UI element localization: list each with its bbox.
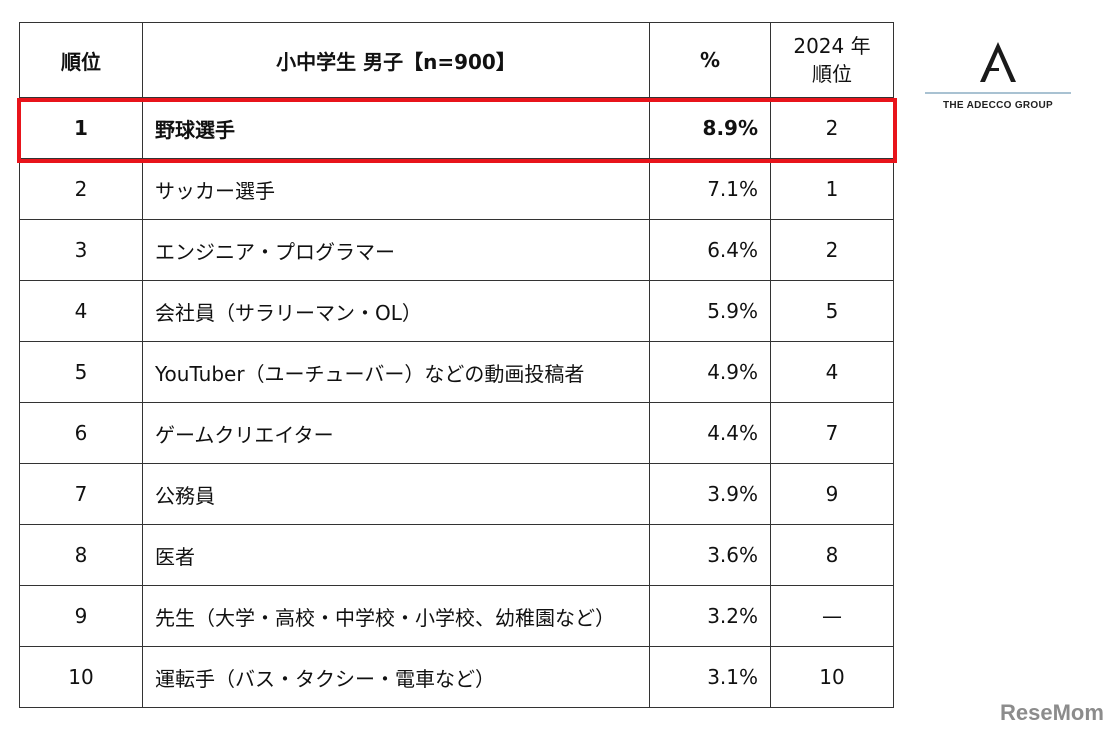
rank-cell: 1 — [19, 97, 143, 159]
prev-rank-cell: 9 — [770, 463, 894, 525]
percent-cell: 6.4% — [649, 219, 771, 281]
adecco-logo: THE ADECCO GROUP — [925, 40, 1071, 115]
table-row: 8 医者 3.6% 8 — [19, 524, 894, 586]
occupation-cell: 野球選手 — [142, 97, 650, 159]
header-rank: 順位 — [19, 22, 143, 98]
percent-cell: 5.9% — [649, 280, 771, 342]
occupation-cell: 公務員 — [142, 463, 650, 525]
prev-rank-cell: 1 — [770, 158, 894, 220]
table-row: 6 ゲームクリエイター 4.4% 7 — [19, 402, 894, 464]
table-row: 4 会社員（サラリーマン・OL） 5.9% 5 — [19, 280, 894, 342]
rank-cell: 3 — [19, 219, 143, 281]
occupation-cell: 先生（大学・高校・中学校・小学校、幼稚園など） — [142, 585, 650, 647]
rank-cell: 5 — [19, 341, 143, 403]
occupation-cell: サッカー選手 — [142, 158, 650, 220]
occupation-cell: エンジニア・プログラマー — [142, 219, 650, 281]
table-row: 7 公務員 3.9% 9 — [19, 463, 894, 525]
table-row: 9 先生（大学・高校・中学校・小学校、幼稚園など） 3.2% — — [19, 585, 894, 647]
ranking-table: 順位 小中学生 男子【n=900】 % 2024 年 順位 1 野球選手 8.9… — [19, 22, 894, 708]
rank-cell: 2 — [19, 158, 143, 220]
prev-rank-cell: 10 — [770, 646, 894, 708]
percent-cell: 7.1% — [649, 158, 771, 220]
rank-cell: 4 — [19, 280, 143, 342]
table-row: 5 YouTuber（ユーチューバー）などの動画投稿者 4.9% 4 — [19, 341, 894, 403]
table-row: 2 サッカー選手 7.1% 1 — [19, 158, 894, 220]
prev-rank-cell: 7 — [770, 402, 894, 464]
header-prev-rank: 2024 年 順位 — [770, 22, 894, 98]
rank-cell: 6 — [19, 402, 143, 464]
rank-cell: 9 — [19, 585, 143, 647]
occupation-cell: 会社員（サラリーマン・OL） — [142, 280, 650, 342]
occupation-cell: 運転手（バス・タクシー・電車など） — [142, 646, 650, 708]
percent-cell: 3.9% — [649, 463, 771, 525]
table-row: 3 エンジニア・プログラマー 6.4% 2 — [19, 219, 894, 281]
header-percent: % — [649, 22, 771, 98]
occupation-cell: YouTuber（ユーチューバー）などの動画投稿者 — [142, 341, 650, 403]
table-header-row: 順位 小中学生 男子【n=900】 % 2024 年 順位 — [19, 22, 894, 98]
table-row: 1 野球選手 8.9% 2 — [19, 97, 894, 159]
occupation-cell: ゲームクリエイター — [142, 402, 650, 464]
adecco-a-logo-icon — [980, 42, 1016, 82]
percent-cell: 8.9% — [649, 97, 771, 159]
logo-underline — [925, 92, 1071, 94]
prev-rank-cell: 4 — [770, 341, 894, 403]
prev-rank-cell: — — [770, 585, 894, 647]
header-category: 小中学生 男子【n=900】 — [142, 22, 650, 98]
header-prev-year: 2024 年 — [793, 34, 871, 58]
percent-cell: 4.9% — [649, 341, 771, 403]
rank-cell: 8 — [19, 524, 143, 586]
table-row: 10 運転手（バス・タクシー・電車など） 3.1% 10 — [19, 646, 894, 708]
prev-rank-cell: 8 — [770, 524, 894, 586]
logo-text: THE ADECCO GROUP — [943, 100, 1053, 111]
percent-cell: 4.4% — [649, 402, 771, 464]
prev-rank-cell: 2 — [770, 97, 894, 159]
percent-cell: 3.6% — [649, 524, 771, 586]
resemom-watermark: ReseMom — [1000, 700, 1104, 725]
percent-cell: 3.1% — [649, 646, 771, 708]
occupation-cell: 医者 — [142, 524, 650, 586]
prev-rank-cell: 2 — [770, 219, 894, 281]
percent-cell: 3.2% — [649, 585, 771, 647]
header-prev-label: 順位 — [812, 62, 852, 86]
rank-cell: 7 — [19, 463, 143, 525]
prev-rank-cell: 5 — [770, 280, 894, 342]
rank-cell: 10 — [19, 646, 143, 708]
